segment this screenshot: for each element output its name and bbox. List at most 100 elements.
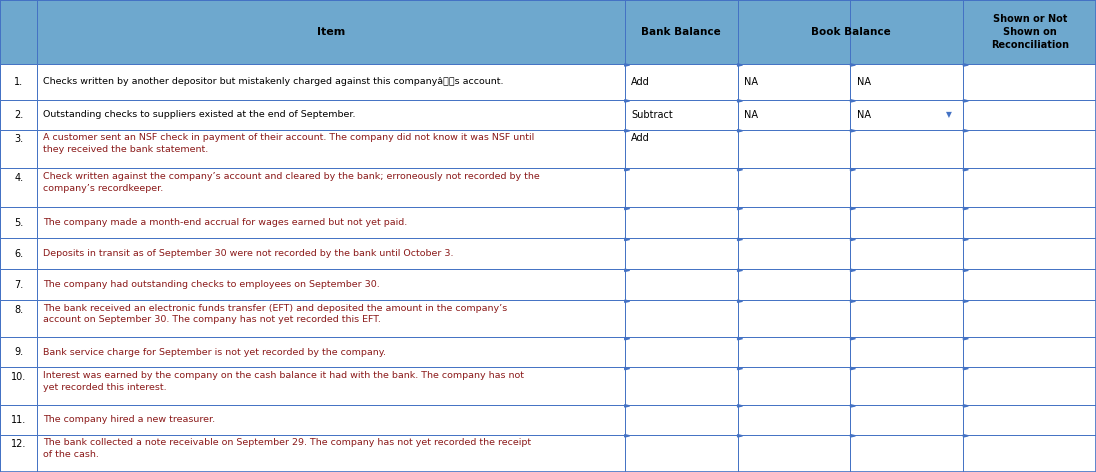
Bar <box>963 130 1096 169</box>
Polygon shape <box>625 435 629 437</box>
Polygon shape <box>850 238 855 241</box>
Text: Item: Item <box>317 27 345 37</box>
Bar <box>0 435 37 472</box>
Bar <box>625 269 738 300</box>
Polygon shape <box>625 405 629 407</box>
Bar <box>850 300 963 337</box>
Bar <box>963 64 1096 100</box>
Text: Check written against the company’s account and cleared by the bank; erroneously: Check written against the company’s acco… <box>43 172 539 193</box>
Text: A customer sent an NSF check in payment of their account. The company did not kn: A customer sent an NSF check in payment … <box>43 134 534 154</box>
Bar <box>37 130 625 169</box>
Bar <box>625 64 738 100</box>
Bar <box>738 405 850 435</box>
Polygon shape <box>963 405 968 407</box>
Bar <box>37 300 625 337</box>
Bar <box>850 64 963 100</box>
Bar <box>850 405 963 435</box>
Bar <box>963 337 1096 367</box>
Text: The bank received an electronic funds transfer (EFT) and deposited the amount in: The bank received an electronic funds tr… <box>43 304 507 324</box>
Text: 5.: 5. <box>14 218 23 228</box>
Bar <box>850 169 963 207</box>
Text: ▼: ▼ <box>946 110 952 119</box>
Text: Shown or Not
Shown on
Reconciliation: Shown or Not Shown on Reconciliation <box>991 14 1069 50</box>
Text: 2.: 2. <box>14 110 23 119</box>
Bar <box>738 64 850 100</box>
Polygon shape <box>963 269 968 271</box>
Text: The bank collected a note receivable on September 29. The company has not yet re: The bank collected a note receivable on … <box>43 438 530 459</box>
Bar <box>37 207 625 238</box>
Text: 8.: 8. <box>14 305 23 315</box>
Text: The company had outstanding checks to employees on September 30.: The company had outstanding checks to em… <box>43 280 379 289</box>
Bar <box>37 367 625 405</box>
Text: 10.: 10. <box>11 372 26 382</box>
Polygon shape <box>850 169 855 171</box>
Text: 1.: 1. <box>14 77 23 87</box>
Text: NA: NA <box>744 77 758 87</box>
Polygon shape <box>625 300 629 303</box>
Bar <box>625 0 738 64</box>
Text: Checks written by another depositor but mistakenly charged against this companyâ: Checks written by another depositor but … <box>43 77 503 86</box>
Polygon shape <box>963 367 968 370</box>
Text: The company made a month-end accrual for wages earned but not yet paid.: The company made a month-end accrual for… <box>43 218 407 228</box>
Bar <box>37 64 625 100</box>
Polygon shape <box>963 64 968 66</box>
Bar <box>0 337 37 367</box>
Text: NA: NA <box>857 110 871 119</box>
Polygon shape <box>625 337 629 340</box>
Bar <box>625 169 738 207</box>
Polygon shape <box>850 300 855 303</box>
Text: 6.: 6. <box>14 249 23 259</box>
Bar <box>738 367 850 405</box>
Polygon shape <box>738 169 743 171</box>
Bar <box>738 169 850 207</box>
Bar <box>738 435 850 472</box>
Bar <box>963 207 1096 238</box>
Polygon shape <box>850 337 855 340</box>
Bar <box>738 269 850 300</box>
Polygon shape <box>963 238 968 241</box>
Polygon shape <box>738 367 743 370</box>
Polygon shape <box>625 238 629 241</box>
Bar <box>0 238 37 269</box>
Bar <box>0 300 37 337</box>
Bar <box>37 337 625 367</box>
Bar <box>625 130 738 169</box>
Text: Deposits in transit as of September 30 were not recorded by the bank until Octob: Deposits in transit as of September 30 w… <box>43 249 454 258</box>
Bar <box>963 0 1096 64</box>
Bar <box>963 435 1096 472</box>
Polygon shape <box>625 207 629 210</box>
Text: Outstanding checks to suppliers existed at the end of September.: Outstanding checks to suppliers existed … <box>43 110 355 119</box>
Polygon shape <box>963 435 968 437</box>
Text: 12.: 12. <box>11 439 26 449</box>
Polygon shape <box>738 100 743 102</box>
Polygon shape <box>963 300 968 303</box>
Bar <box>0 169 37 207</box>
Polygon shape <box>738 207 743 210</box>
Text: 11.: 11. <box>11 415 26 425</box>
Bar <box>850 367 963 405</box>
Bar <box>0 367 37 405</box>
Bar <box>37 169 625 207</box>
Text: Bank service charge for September is not yet recorded by the company.: Bank service charge for September is not… <box>43 348 386 357</box>
Text: NA: NA <box>744 110 758 119</box>
Bar <box>850 337 963 367</box>
Polygon shape <box>625 64 629 66</box>
Bar <box>0 64 37 100</box>
Bar <box>37 435 625 472</box>
Bar <box>963 100 1096 130</box>
Bar <box>963 169 1096 207</box>
Polygon shape <box>963 337 968 340</box>
Bar <box>738 207 850 238</box>
Text: The company hired a new treasurer.: The company hired a new treasurer. <box>43 415 215 424</box>
Polygon shape <box>850 64 855 66</box>
Bar <box>625 405 738 435</box>
Polygon shape <box>738 64 743 66</box>
Bar <box>0 405 37 435</box>
Polygon shape <box>963 169 968 171</box>
Bar <box>0 0 37 64</box>
Bar <box>738 337 850 367</box>
Text: Subtract: Subtract <box>631 110 673 119</box>
Polygon shape <box>738 269 743 271</box>
Bar <box>850 269 963 300</box>
Text: Add: Add <box>631 134 650 143</box>
